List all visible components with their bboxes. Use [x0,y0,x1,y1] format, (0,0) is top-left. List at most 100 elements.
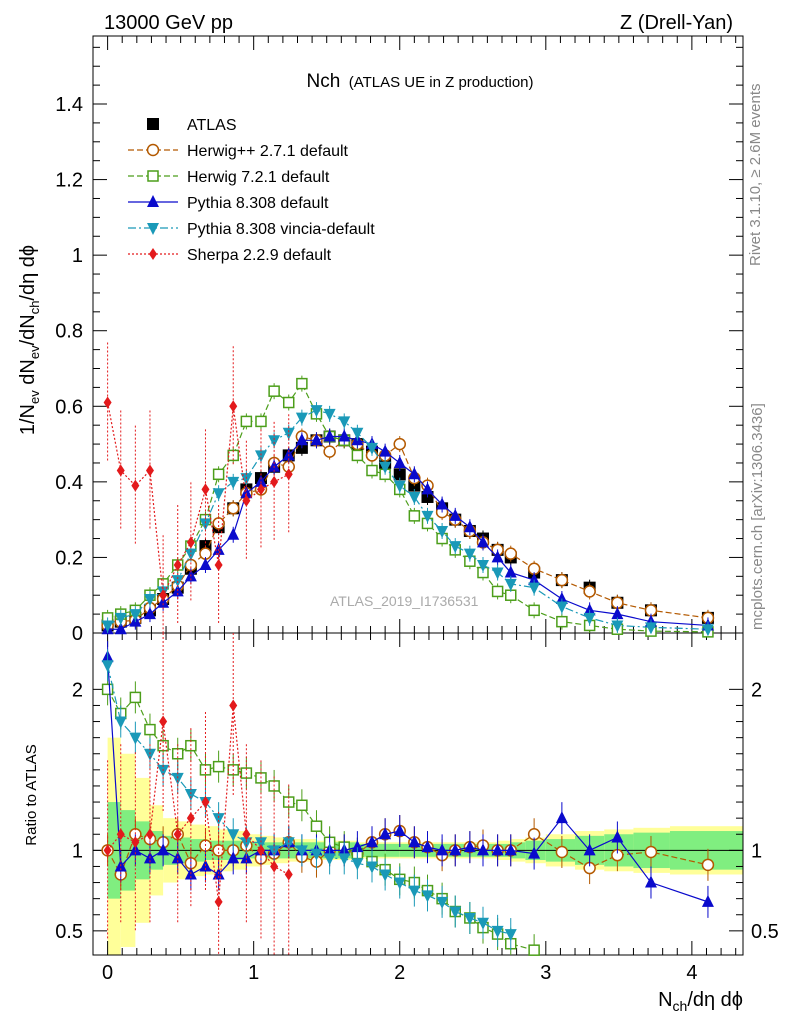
point-pythia-8-308-vincia-default [463,548,476,561]
xlabel-rest: /dη dϕ [687,989,743,1011]
ratio-point-pythia-8-308-default [491,843,504,856]
ratio-point-sherpa-2-2-9-default [186,812,195,825]
ratio-point-herwig-7-2-1-default [310,820,323,832]
point-herwig-7-2-1-default [351,449,364,462]
x-tick-label: 1 [248,962,259,984]
point-sherpa-2-2-9-default [186,536,195,549]
point-pythia-8-308-vincia-default [351,427,364,440]
legend-marker-pythia-8-308-vincia-default [147,223,159,235]
point-pythia-8-308-default [310,433,323,446]
point-herwig-7-2-1-default [408,510,421,522]
ratio-point-herwig-2-7-1-default [555,845,569,859]
point-sherpa-2-2-9-default [173,558,182,571]
analysis-watermark: ATLAS_2019_I1736531 [330,593,479,609]
y-tick-label: 0 [72,623,83,645]
ratio-point-sherpa-2-2-9-default [145,828,154,841]
point-pythia-8-308-default [114,622,127,635]
point-herwig-7-2-1-default [366,464,378,477]
ratio-point-pythia-8-308-vincia-default [254,837,267,850]
legend: ATLAS Herwig++ 2.7.1 default Herwig 7.2.1 … [128,117,375,264]
point-pythia-8-308-vincia-default [338,416,351,429]
ratio-point-pythia-8-308-vincia-default [379,869,392,882]
ratio-line-herwig-2-7-1-default [107,830,709,876]
y-tick-label: 0.8 [55,321,83,343]
ylabel-sub: ev [27,345,42,359]
ratio-point-sherpa-2-2-9-default [214,895,223,908]
ratio-point-pythia-8-308-default [701,894,714,907]
ratio-point-pythia-8-308-vincia-default [310,848,323,861]
point-herwig-7-2-1-default [268,385,280,397]
legend-marker-herwig-7-2-1-default [147,170,159,182]
point-pythia-8-308-vincia-default [644,622,657,635]
point-sherpa-2-2-9-default [242,494,251,507]
point-sherpa-2-2-9-default [145,464,154,477]
series-line-pythia-8-308-vincia-default [107,409,708,630]
ratio-point-sherpa-2-2-9-default [201,796,210,809]
point-herwig-2-7-1-default [393,437,406,451]
point-pythia-8-308-vincia-default [528,582,541,595]
point-pythia-8-308-default [555,591,568,604]
point-sherpa-2-2-9-default [116,464,125,477]
xlabel-main: N [658,989,672,1011]
point-sherpa-2-2-9-default [270,475,279,488]
point-pythia-8-308-default [199,557,212,570]
plot-title: Nch (ATLAS UE in Z production) [306,71,533,92]
ratio-point-pythia-8-308-vincia-default [114,716,127,729]
point-herwig-7-2-1-default [255,415,267,428]
ratio-point-pythia-8-308-vincia-default [227,829,240,842]
ratio-point-pythia-8-308-vincia-default [212,813,225,826]
legend-marker-pythia-8-308-default [147,195,159,207]
point-atlas [393,468,406,481]
point-pythia-8-308-default [421,482,434,495]
ratio-point-pythia-8-308-vincia-default [477,917,489,930]
point-herwig-7-2-1-default [556,615,568,628]
point-sherpa-2-2-9-default [284,468,293,481]
point-pythia-8-308-default [477,535,489,548]
point-pythia-8-308-default [449,508,462,521]
point-pythia-8-308-default [528,573,541,586]
ratio-point-pythia-8-308-vincia-default [129,732,142,745]
point-sherpa-2-2-9-default [201,483,210,496]
point-sherpa-2-2-9-default [214,558,223,571]
point-herwig-7-2-1-default [240,415,253,428]
rivet-label: Rivet 3.1.10, ≥ 2.6M events [747,84,764,267]
point-herwig-7-2-1-default [491,585,504,598]
ratio-point-sherpa-2-2-9-default [116,828,125,841]
ratio-point-herwig-2-7-1-default [644,845,658,859]
ratio-point-herwig-7-2-1-default [144,723,156,736]
series-line-sherpa-2-2-9-default [107,402,290,598]
ratio-point-sherpa-2-2-9-default [256,844,265,857]
point-sherpa-2-2-9-default [256,483,265,496]
point-pythia-8-308-vincia-default [101,620,114,633]
point-pythia-8-308-vincia-default [310,405,323,418]
ratio-point-pythia-8-308-default [463,840,476,853]
point-herwig-2-7-1-default [504,547,518,560]
point-pythia-8-308-vincia-default [227,476,240,489]
plot-title-sub: (ATLAS UE in Z production) [349,74,534,91]
y-tick-label: 0.4 [55,472,83,494]
point-pythia-8-308-vincia-default [555,601,568,614]
point-pythia-8-308-default [436,497,449,510]
point-pythia-8-308-default [323,429,336,442]
point-sherpa-2-2-9-default [229,400,238,413]
ratio-point-pythia-8-308-vincia-default [295,845,308,858]
ratio-tick-label-right: 2 [751,679,762,701]
point-pythia-8-308-vincia-default [129,609,142,622]
point-pythia-8-308-vincia-default [393,480,406,493]
ratio-point-pythia-8-308-default [583,843,596,856]
point-pythia-8-308-vincia-default [449,541,462,554]
point-herwig-2-7-1-default [555,573,569,587]
point-pythia-8-308-vincia-default [143,593,156,606]
legend-label-herwig-2-7-1-default: Herwig++ 2.7.1 default [187,143,349,160]
ratio-point-pythia-8-308-default [379,827,392,840]
point-pythia-8-308-vincia-default [408,491,421,504]
y-tick-label: 0.2 [55,547,83,569]
point-sherpa-2-2-9-default [103,396,112,409]
point-pythia-8-308-vincia-default [365,442,378,455]
xlabel-sub: ch [673,998,688,1014]
ratio-point-pythia-8-308-vincia-default [282,837,295,850]
ylabel-part: /dη dϕ [17,245,39,301]
ratio-point-sherpa-2-2-9-default [242,828,251,841]
point-herwig-7-2-1-default [528,604,540,617]
point-pythia-8-308-vincia-default [701,624,714,637]
